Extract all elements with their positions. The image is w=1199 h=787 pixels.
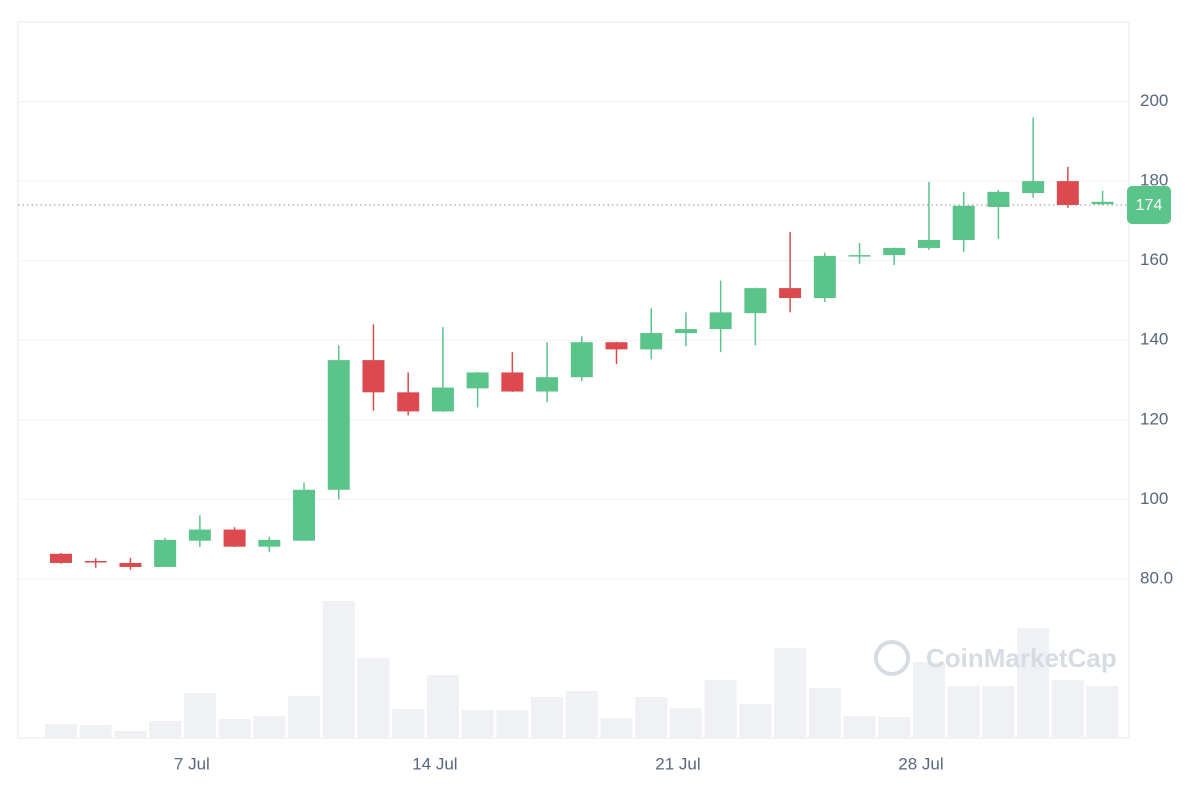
volume-bar bbox=[982, 686, 1015, 738]
last-price-label: 174 bbox=[1136, 197, 1163, 214]
volume-bar bbox=[739, 704, 772, 738]
candle-body bbox=[813, 255, 836, 299]
volume-bar bbox=[947, 686, 980, 738]
candle-body bbox=[119, 562, 142, 567]
volume-bar bbox=[357, 658, 390, 738]
volume-bar bbox=[1051, 680, 1084, 738]
candle-body bbox=[883, 247, 906, 256]
candle-body bbox=[466, 372, 489, 389]
candle-body bbox=[1056, 181, 1079, 205]
candle-body bbox=[501, 372, 524, 392]
volume-bar bbox=[878, 717, 911, 738]
volume-bar bbox=[79, 725, 112, 738]
x-tick-label: 14 Jul bbox=[412, 754, 457, 773]
watermark-group: CoinMarketCap bbox=[874, 640, 1117, 676]
candle-body bbox=[258, 539, 281, 547]
volume-bar bbox=[531, 697, 564, 738]
candle-body bbox=[987, 191, 1010, 207]
volume-bar bbox=[669, 708, 702, 738]
volume-bar bbox=[1017, 628, 1050, 738]
volume-bar bbox=[1086, 686, 1119, 738]
volume-bar bbox=[565, 691, 598, 738]
y-tick-label: 180 bbox=[1140, 171, 1168, 190]
volume-bar bbox=[461, 710, 494, 738]
last-price-box bbox=[1127, 185, 1171, 224]
volume-bar bbox=[808, 688, 841, 738]
x-tick-label: 28 Jul bbox=[898, 754, 943, 773]
volume-bar bbox=[149, 721, 182, 738]
candle-body bbox=[188, 529, 211, 541]
volume-bar bbox=[843, 716, 876, 738]
candle-body bbox=[397, 392, 420, 412]
volume-bar bbox=[45, 724, 77, 738]
candle-body bbox=[327, 360, 350, 490]
volume-bar bbox=[774, 648, 807, 738]
volume-bar bbox=[392, 709, 425, 738]
candle-body bbox=[917, 239, 940, 248]
volume-bar bbox=[912, 662, 945, 738]
volume-bar bbox=[183, 693, 216, 738]
volume-bar bbox=[635, 697, 668, 738]
candle-body bbox=[674, 329, 697, 334]
watermark-logo bbox=[874, 640, 910, 676]
y-tick-label: 100 bbox=[1140, 489, 1168, 508]
y-tick-label: 160 bbox=[1140, 250, 1168, 269]
candle-body bbox=[848, 255, 871, 257]
candle-body bbox=[1091, 201, 1114, 205]
y-tick-label: 80.0 bbox=[1140, 568, 1173, 587]
candle-body bbox=[744, 288, 767, 314]
volume-bar bbox=[496, 710, 529, 738]
candle-body bbox=[431, 387, 454, 412]
volume-bar bbox=[426, 675, 459, 738]
candle-body bbox=[84, 560, 107, 563]
watermark: CoinMarketCap bbox=[926, 643, 1117, 673]
volume-layer bbox=[18, 101, 1129, 738]
volume-bar bbox=[600, 718, 633, 738]
candle-body bbox=[293, 489, 316, 541]
volume-bar bbox=[114, 731, 147, 738]
x-tick-label: 7 Jul bbox=[174, 754, 210, 773]
candle-body bbox=[536, 377, 559, 392]
candle-body bbox=[779, 288, 802, 299]
candle-body bbox=[362, 360, 385, 393]
volume-bar bbox=[288, 696, 321, 738]
y-tick-label: 140 bbox=[1140, 330, 1168, 349]
candle-body bbox=[1022, 181, 1045, 194]
candle-body bbox=[154, 539, 177, 567]
x-tick-label: 21 Jul bbox=[655, 754, 700, 773]
candle-body bbox=[952, 205, 975, 240]
volume-bar bbox=[322, 601, 355, 738]
y-tick-label: 200 bbox=[1140, 91, 1168, 110]
volume-bar bbox=[253, 716, 286, 738]
volume-bar bbox=[218, 719, 251, 738]
candle-body bbox=[50, 553, 72, 563]
candle-body bbox=[223, 529, 246, 547]
candle-body bbox=[570, 342, 593, 378]
candle-body bbox=[605, 342, 628, 350]
volume-bar bbox=[704, 680, 737, 738]
candle-body bbox=[640, 333, 663, 350]
candle-body bbox=[709, 312, 732, 330]
y-tick-label: 120 bbox=[1140, 409, 1168, 428]
